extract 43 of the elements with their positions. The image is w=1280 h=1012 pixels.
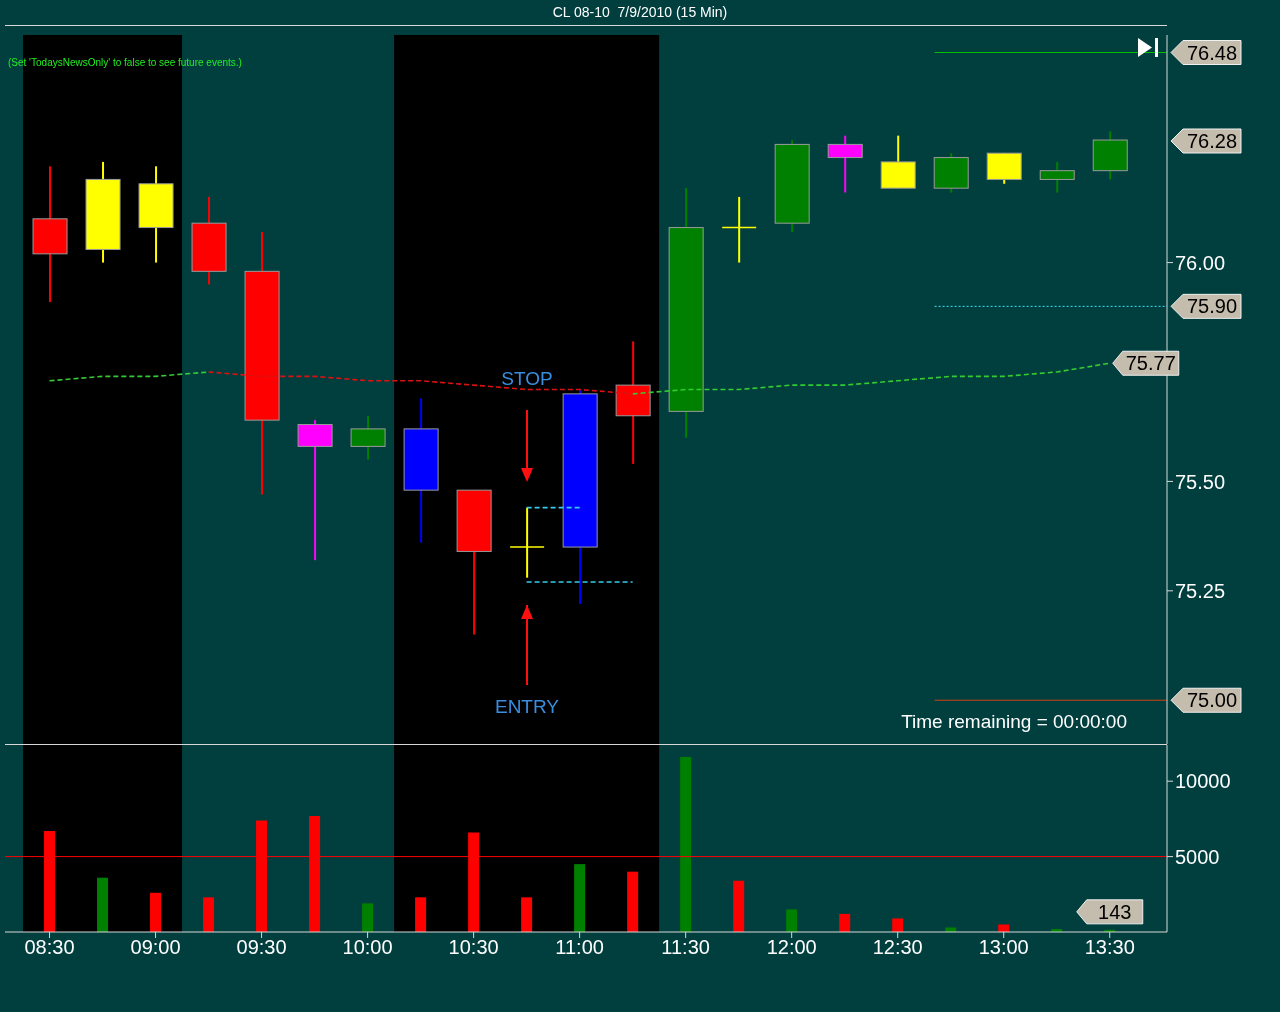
bar <box>521 897 533 932</box>
bar <box>892 918 904 932</box>
bar <box>733 880 745 932</box>
bar <box>362 903 374 932</box>
x-tick-label: 13:30 <box>1084 936 1135 959</box>
x-tick-label: 10:30 <box>448 936 499 959</box>
data-label: 143 <box>1098 900 1132 923</box>
ref-line-label: 75.00 <box>1186 689 1238 712</box>
bar <box>415 897 427 932</box>
bar <box>786 909 798 932</box>
bar <box>839 913 851 932</box>
x-tick-label: 09:00 <box>130 936 181 959</box>
annotation: STOP <box>500 368 554 390</box>
candlestick <box>509 506 545 579</box>
bar <box>998 924 1010 932</box>
x-tick-label: 11:00 <box>555 936 604 959</box>
x-tick-label: 11:30 <box>661 936 710 959</box>
bar <box>574 864 586 932</box>
ref-line-label: 76.48 <box>1186 41 1238 64</box>
y-tick-label: 75.50 <box>1175 470 1226 493</box>
annotation: ENTRY <box>493 696 561 718</box>
data-label: 75.77 <box>1125 352 1176 375</box>
x-tick-label: 10:00 <box>342 936 393 959</box>
x-tick-label: 08:30 <box>24 936 75 959</box>
bar <box>203 897 215 932</box>
y-tick-label: 10000 <box>1175 770 1231 793</box>
bar <box>97 877 109 932</box>
y-tick-label: 5000 <box>1175 845 1220 868</box>
x-tick-label: 12:30 <box>872 936 923 959</box>
y-tick-label: 75.25 <box>1175 579 1226 602</box>
annotation: Time remaining = 00:00:00 <box>901 711 1127 733</box>
text: 76.28 <box>1186 130 1238 152</box>
chart-title: CL 08-10 7/9/2010 (15 Min) <box>551 4 729 20</box>
ref-line-label: 75.90 <box>1186 295 1238 318</box>
annotation: (Set 'TodaysNewsOnly' to false to see future events.) <box>8 57 242 68</box>
y-tick-label: 76.00 <box>1175 251 1226 274</box>
bar <box>150 892 162 932</box>
bar <box>680 757 692 932</box>
x-tick-label: 12:00 <box>766 936 817 959</box>
bar <box>627 871 639 932</box>
x-tick-label: 13:00 <box>978 936 1029 959</box>
x-tick-label: 09:30 <box>236 936 287 959</box>
candlestick <box>721 195 757 264</box>
